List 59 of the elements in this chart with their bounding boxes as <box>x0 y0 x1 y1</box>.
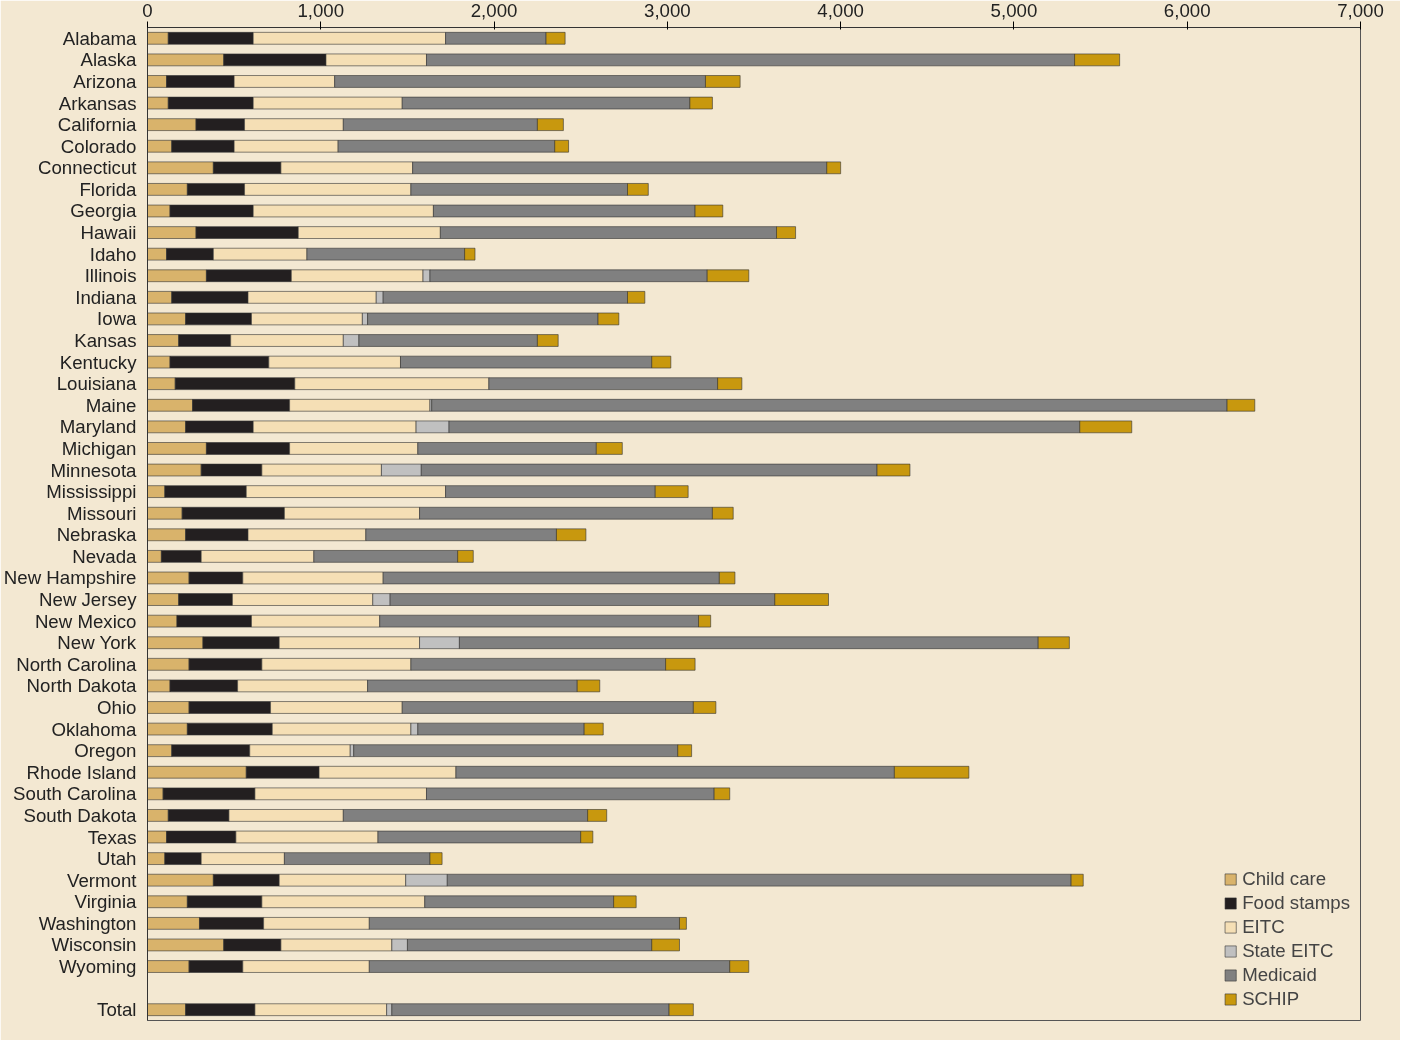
y-tick-label: California <box>57 114 138 136</box>
y-tick-label: South Carolina <box>13 783 138 805</box>
y-tick-label: Total <box>97 999 137 1021</box>
y-tick-label: New Mexico <box>34 610 137 632</box>
y-tick-label: Rhode Island <box>26 761 137 783</box>
legend-label: EITC <box>1242 916 1285 938</box>
y-tick-label: New York <box>57 632 137 654</box>
y-tick-label: Colorado <box>60 135 137 157</box>
y-tick-label: Minnesota <box>50 459 138 481</box>
y-tick-label: Connecticut <box>37 157 138 179</box>
y-tick-label: South Dakota <box>23 804 138 826</box>
y-tick-label: Wyoming <box>58 956 137 978</box>
y-tick-label: Oregon <box>74 740 137 762</box>
y-tick-label: Virginia <box>74 891 138 913</box>
y-tick-label: Oklahoma <box>51 718 138 740</box>
y-tick-label: New Hampshire <box>3 567 137 589</box>
y-tick-label: Maryland <box>59 416 137 438</box>
y-tick-label: Nebraska <box>56 524 138 546</box>
y-tick-label: Kentucky <box>59 351 138 373</box>
y-tick-label: Wisconsin <box>51 934 137 956</box>
y-tick-label: Illinois <box>84 265 137 287</box>
x-tick-label: 6,000 <box>1163 0 1211 21</box>
y-tick-label: Michigan <box>61 437 137 459</box>
legend-label: Child care <box>1242 868 1327 890</box>
legend-label: Food stamps <box>1242 892 1350 914</box>
y-tick-label: Georgia <box>70 200 138 222</box>
y-tick-label: Missouri <box>67 502 137 524</box>
y-tick-label: Utah <box>97 848 137 870</box>
y-tick-label: Mississippi <box>46 481 137 503</box>
x-tick-label: 3,000 <box>644 0 691 21</box>
legend-label: SCHIP <box>1242 988 1300 1010</box>
y-tick-label: Indiana <box>75 286 138 308</box>
legend-label: State EITC <box>1242 940 1334 962</box>
legend-label: Medicaid <box>1242 964 1317 986</box>
y-tick-label: Maine <box>85 394 137 416</box>
y-tick-label: Louisiana <box>56 373 138 395</box>
y-tick-label: North Carolina <box>16 653 138 675</box>
y-tick-label: Vermont <box>67 869 138 891</box>
y-tick-label: Idaho <box>89 243 137 265</box>
x-tick-label: 7,000 <box>1337 0 1384 21</box>
y-tick-label: New Jersey <box>39 589 138 611</box>
y-tick-label: Hawaii <box>80 222 137 244</box>
y-tick-label: Ohio <box>97 696 137 718</box>
y-tick-label: Kansas <box>74 330 137 352</box>
y-tick-label: North Dakota <box>26 675 138 697</box>
y-tick-label: Arizona <box>73 70 138 92</box>
y-tick-label: Arkansas <box>58 92 137 114</box>
x-tick-label: 1,000 <box>297 0 345 21</box>
y-tick-label: Iowa <box>97 308 138 330</box>
y-tick-label: Washington <box>38 912 137 934</box>
x-tick-label: 2,000 <box>470 0 518 21</box>
y-tick-label: Alaska <box>80 49 138 71</box>
x-tick-label: 5,000 <box>990 0 1038 21</box>
y-tick-label: Nevada <box>72 545 138 567</box>
x-tick-label: 0 <box>142 0 153 21</box>
x-tick-label: 4,000 <box>817 0 864 21</box>
y-tick-label: Texas <box>87 826 137 848</box>
y-tick-label: Florida <box>79 178 138 200</box>
y-tick-label: Alabama <box>62 27 138 49</box>
